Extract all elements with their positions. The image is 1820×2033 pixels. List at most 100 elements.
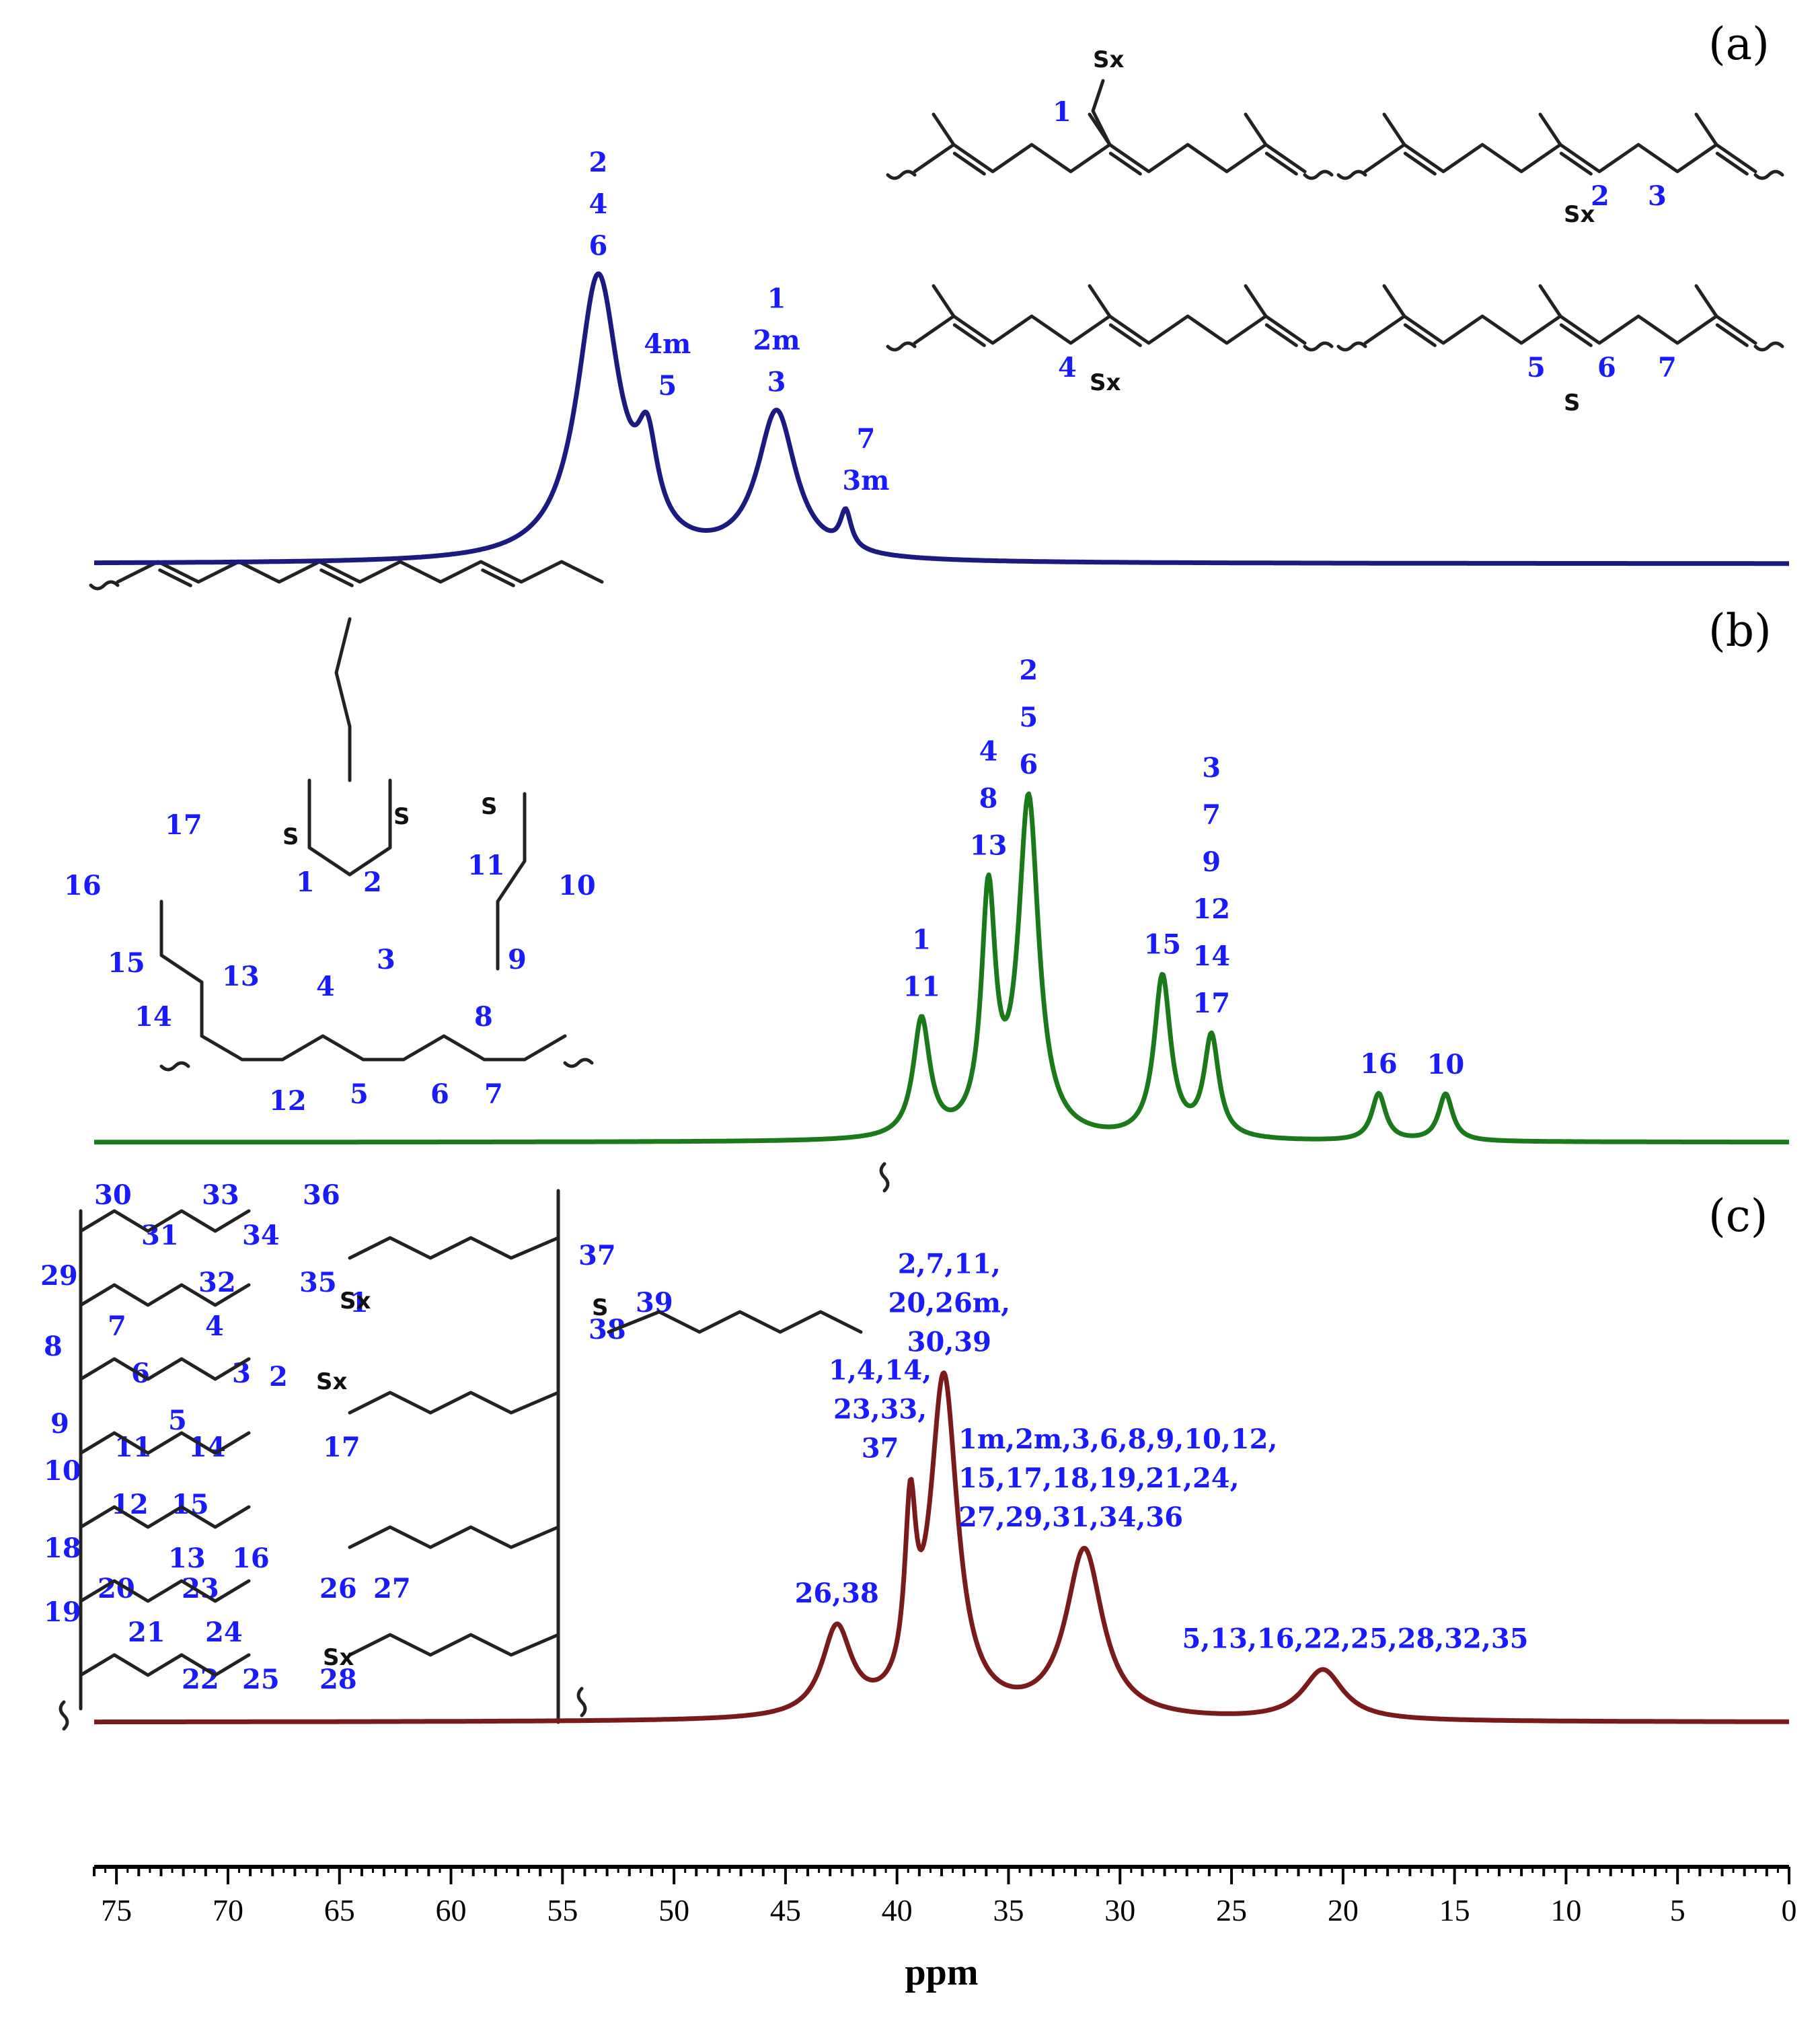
structure-label: 14: [135, 1001, 172, 1033]
chain-end: [576, 1687, 587, 1717]
structure-label: 36: [303, 1179, 340, 1211]
structure-label: 18: [44, 1532, 81, 1564]
structure-label: 5: [350, 1078, 369, 1110]
structure-label: 26: [319, 1573, 357, 1604]
structure-label: 35: [299, 1267, 337, 1298]
x-tick-label: 60: [436, 1893, 467, 1927]
atom-label: S: [481, 793, 498, 820]
chain-end: [563, 1058, 594, 1068]
structure-label: 5: [168, 1405, 187, 1436]
bond: [1091, 79, 1112, 147]
structure-label: 13: [168, 1543, 206, 1574]
peak-annotation: 6: [589, 230, 607, 262]
structure-label: 30: [94, 1179, 132, 1211]
atom-label: Sx: [1564, 201, 1595, 228]
x-tick-label: 55: [547, 1893, 578, 1927]
structure-label: 3: [377, 944, 395, 975]
x-tick-label: 10: [1550, 1893, 1581, 1927]
structure-label: 1: [1053, 96, 1071, 128]
structure-label: 11: [467, 850, 505, 881]
peak-annotation: 6: [1019, 749, 1038, 780]
bond: [79, 1283, 251, 1307]
spectrum-panel-0: [93, 271, 1790, 566]
spectrum-line: [93, 271, 1790, 566]
peak-annotation: 7: [1202, 799, 1221, 831]
structure-label: 25: [242, 1664, 280, 1695]
double-bond: [158, 568, 192, 587]
bond: [1694, 284, 1718, 318]
atom-label: Sx: [316, 1368, 347, 1395]
structure-label: 16: [232, 1543, 270, 1574]
atom-label: Sx: [1093, 46, 1124, 73]
peak-annotation: 2,7,11,: [898, 1248, 1001, 1280]
x-tick-label: 5: [1670, 1893, 1685, 1927]
structure-label: 27: [373, 1573, 411, 1604]
atom-label: S: [1564, 390, 1581, 416]
peak-annotation: 2: [1019, 655, 1038, 686]
peak-annotation: 1: [767, 283, 786, 315]
bond: [1088, 284, 1112, 318]
structure-label: 2: [269, 1361, 288, 1393]
peak-annotation: 5,13,16,22,25,28,32,35: [1182, 1623, 1529, 1655]
peak-annotation: 1: [912, 924, 931, 955]
peak-annotation: 16: [1360, 1048, 1398, 1080]
bond: [348, 1391, 560, 1415]
structure-label: 6: [1597, 352, 1616, 383]
peak-annotation: 15: [1143, 929, 1181, 961]
structure-label: 17: [323, 1432, 361, 1463]
x-tick-label: 40: [882, 1893, 913, 1927]
x-tick-label: 15: [1439, 1893, 1470, 1927]
peak-annotation: 2: [589, 147, 607, 178]
double-bond: [952, 323, 986, 347]
bond: [932, 112, 956, 147]
structure-label: 17: [165, 809, 202, 841]
x-tick-label: 65: [324, 1893, 355, 1927]
peak-annotation: 3m: [842, 465, 889, 496]
atom-label: S: [282, 823, 299, 850]
spectrum-line: [93, 1370, 1790, 1725]
bond: [1244, 284, 1268, 318]
double-bond: [319, 568, 354, 587]
double-bond: [1108, 323, 1142, 347]
chain-end: [1336, 341, 1367, 352]
structure-label: 10: [558, 870, 596, 901]
bond: [348, 1525, 560, 1549]
bond: [496, 792, 527, 971]
x-tick-label: 50: [658, 1893, 689, 1927]
atom-label: S: [393, 803, 410, 830]
x-tick-label: 70: [213, 1893, 243, 1927]
bond: [607, 1310, 863, 1334]
structure-label: 8: [474, 1001, 493, 1033]
bond: [348, 1236, 560, 1260]
structure-label: 37: [578, 1240, 616, 1271]
double-bond: [1108, 151, 1142, 176]
chain-end: [1303, 170, 1334, 180]
structure-label: 9: [50, 1408, 69, 1440]
structure-label: 1: [350, 1287, 369, 1319]
peak-annotation: 4: [979, 735, 998, 767]
bond: [79, 1653, 251, 1677]
chain-end: [89, 580, 120, 591]
structure-label: 7: [108, 1310, 126, 1342]
double-bond: [481, 568, 515, 587]
bond: [116, 560, 604, 584]
structure-label: 33: [202, 1179, 239, 1211]
peak-annotation: 3: [1202, 752, 1221, 784]
peak-annotation: 11: [903, 971, 940, 1002]
bond: [159, 899, 567, 1062]
structure-label: 8: [44, 1331, 63, 1362]
bond: [79, 1579, 251, 1603]
double-bond: [1264, 323, 1298, 347]
chain-end: [1303, 341, 1334, 352]
bond: [1538, 284, 1562, 318]
structure-label: 32: [198, 1267, 236, 1298]
bond: [79, 1431, 251, 1455]
peak-annotation: 10: [1427, 1049, 1465, 1080]
double-bond: [1559, 151, 1593, 176]
bond: [348, 1633, 560, 1657]
bond: [1244, 112, 1268, 147]
atom-label: Sx: [340, 1288, 371, 1315]
peak-annotations: (a)2464m512m373m(b)111481325615379121417…: [589, 18, 1771, 1655]
